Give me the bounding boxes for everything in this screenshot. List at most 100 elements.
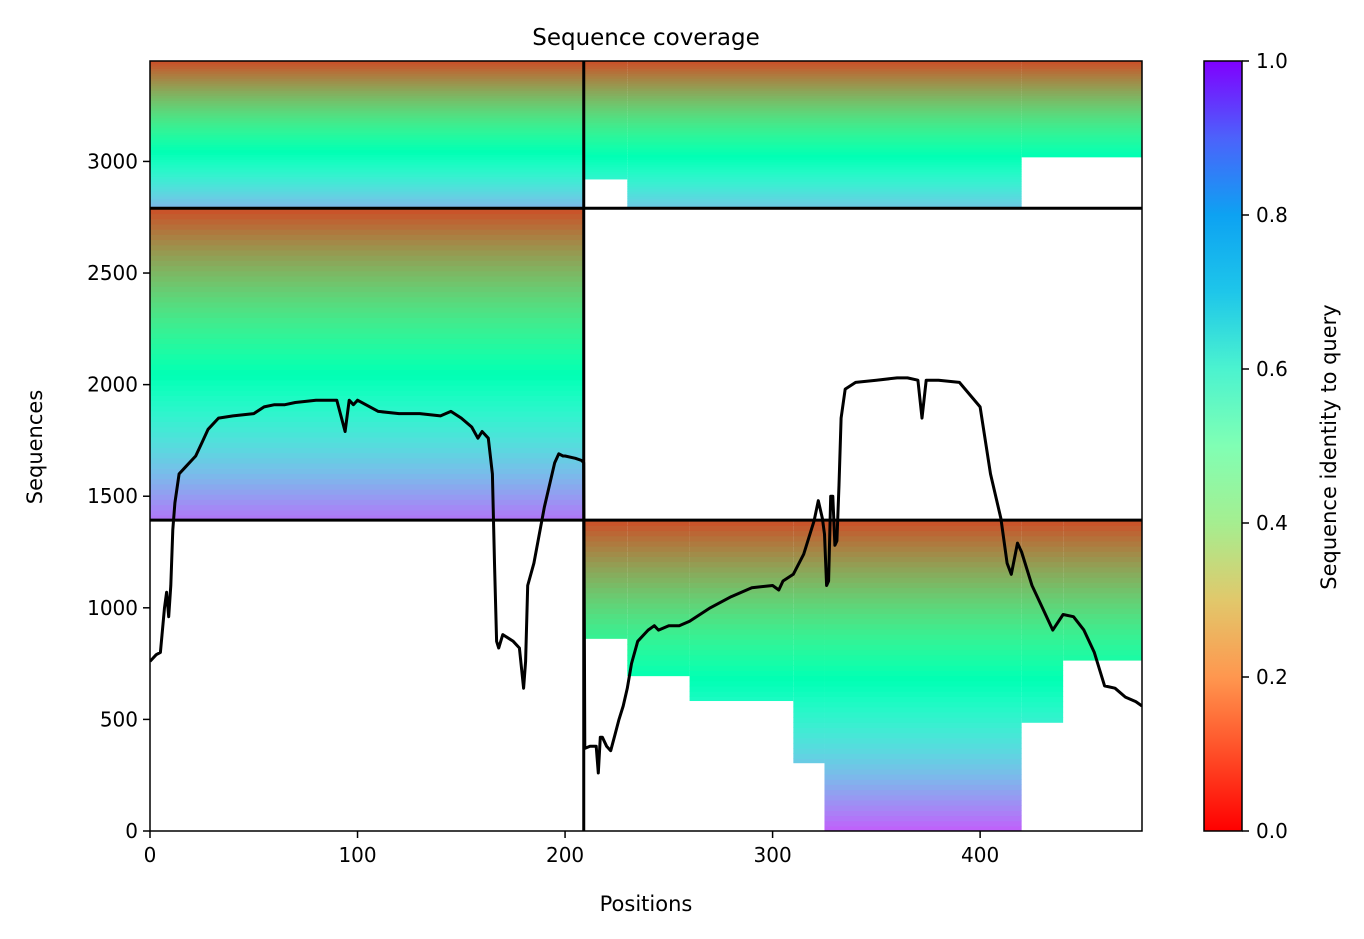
identity-band bbox=[824, 587, 1022, 594]
identity-band bbox=[583, 566, 628, 573]
identity-band bbox=[627, 156, 1022, 160]
identity-band bbox=[824, 613, 1022, 620]
identity-band bbox=[150, 400, 584, 407]
identity-band bbox=[1021, 134, 1142, 138]
identity-band bbox=[627, 122, 1022, 126]
identity-band bbox=[583, 171, 628, 175]
identity-band bbox=[150, 229, 584, 235]
identity-band bbox=[1021, 639, 1064, 646]
identity-band bbox=[824, 753, 1022, 760]
colorbar-tick-label: 1.0 bbox=[1256, 49, 1288, 73]
identity-band bbox=[583, 608, 628, 614]
identity-band bbox=[793, 748, 825, 754]
identity-band bbox=[583, 100, 628, 104]
x-tick-label: 200 bbox=[546, 843, 584, 867]
identity-band bbox=[150, 473, 584, 480]
identity-band bbox=[824, 649, 1022, 656]
identity-band bbox=[824, 722, 1022, 728]
identity-band bbox=[150, 117, 584, 121]
identity-band bbox=[1021, 83, 1142, 87]
identity-band bbox=[627, 75, 1022, 79]
identity-band bbox=[627, 597, 690, 604]
identity-band bbox=[1021, 540, 1064, 547]
identity-band bbox=[627, 649, 690, 656]
identity-band bbox=[583, 88, 628, 92]
identity-band bbox=[150, 249, 584, 256]
identity-band bbox=[627, 203, 1022, 207]
identity-band bbox=[689, 587, 794, 594]
identity-band bbox=[824, 577, 1022, 583]
y-tick-label: 1500 bbox=[87, 484, 138, 508]
identity-band bbox=[627, 654, 690, 661]
identity-band bbox=[583, 75, 628, 79]
identity-band bbox=[583, 137, 628, 141]
identity-band bbox=[627, 535, 690, 542]
identity-band bbox=[583, 107, 628, 111]
identity-band bbox=[150, 73, 584, 77]
identity-band bbox=[583, 129, 628, 133]
identity-band bbox=[824, 758, 1022, 765]
identity-band bbox=[1021, 117, 1142, 121]
identity-band bbox=[689, 649, 794, 656]
identity-band bbox=[627, 176, 1022, 180]
identity-band bbox=[583, 156, 628, 160]
identity-band bbox=[150, 97, 584, 101]
identity-band bbox=[150, 494, 584, 500]
identity-band bbox=[150, 483, 584, 490]
identity-band bbox=[583, 597, 628, 604]
identity-band bbox=[627, 169, 1022, 173]
identity-band bbox=[1021, 654, 1064, 661]
x-tick-label: 400 bbox=[961, 843, 999, 867]
identity-band bbox=[627, 173, 1022, 177]
identity-band bbox=[627, 90, 1022, 94]
identity-band bbox=[627, 587, 690, 594]
identity-band bbox=[583, 546, 628, 552]
x-axis: 0 100 200 300 400 bbox=[144, 831, 999, 867]
identity-band bbox=[1021, 706, 1064, 713]
identity-band bbox=[627, 124, 1022, 128]
identity-band bbox=[793, 722, 825, 728]
identity-band bbox=[824, 799, 1022, 806]
identity-band bbox=[150, 296, 584, 303]
identity-band bbox=[627, 166, 1022, 170]
identity-band bbox=[1063, 618, 1142, 625]
identity-band bbox=[1021, 63, 1142, 67]
identity-band bbox=[1021, 566, 1064, 573]
identity-band bbox=[689, 571, 794, 578]
identity-band bbox=[1021, 571, 1064, 578]
identity-band bbox=[1063, 597, 1142, 604]
identity-band bbox=[150, 181, 584, 185]
identity-band bbox=[824, 805, 1022, 811]
identity-band bbox=[627, 603, 690, 609]
identity-band bbox=[583, 628, 628, 635]
identity-band bbox=[824, 680, 1022, 687]
identity-band bbox=[150, 115, 584, 119]
identity-band bbox=[824, 732, 1022, 739]
identity-band bbox=[824, 525, 1022, 532]
identity-band bbox=[150, 61, 584, 65]
identity-band bbox=[793, 732, 825, 739]
identity-band bbox=[1021, 665, 1064, 671]
identity-band bbox=[150, 234, 584, 241]
identity-band bbox=[1021, 95, 1142, 99]
identity-band bbox=[1021, 97, 1142, 101]
identity-band bbox=[150, 359, 584, 365]
plot-frame bbox=[149, 60, 1143, 832]
identity-band bbox=[1021, 530, 1064, 537]
identity-band bbox=[824, 685, 1022, 692]
identity-band bbox=[150, 198, 584, 202]
identity-band bbox=[150, 105, 584, 109]
identity-band bbox=[1063, 592, 1142, 599]
identity-band bbox=[583, 85, 628, 89]
identity-band bbox=[627, 592, 690, 599]
identity-band bbox=[583, 61, 628, 65]
identity-band bbox=[150, 260, 584, 267]
identity-band bbox=[627, 660, 690, 666]
identity-band bbox=[627, 134, 1022, 138]
identity-band bbox=[150, 426, 584, 433]
identity-band bbox=[150, 102, 584, 106]
identity-band bbox=[150, 203, 584, 207]
identity-band bbox=[627, 178, 1022, 182]
identity-band bbox=[793, 742, 825, 749]
